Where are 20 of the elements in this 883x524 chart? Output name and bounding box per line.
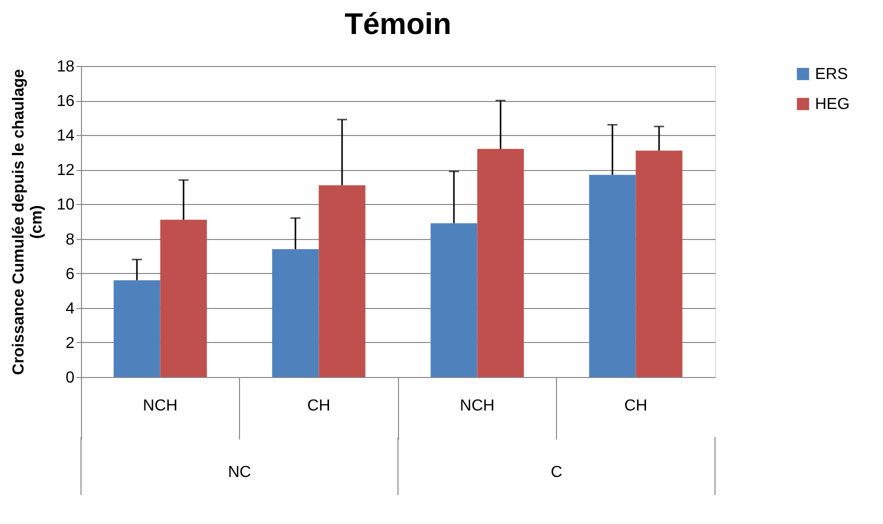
text: NC xyxy=(228,464,252,481)
y-tick-label: 18 xyxy=(56,58,75,76)
y-tick-label: 6 xyxy=(66,266,75,283)
text: C xyxy=(550,464,562,481)
y-tick-label: 14 xyxy=(56,128,75,145)
x-tick-label: NCH xyxy=(460,398,495,414)
x-tick-label: CH xyxy=(307,398,330,414)
y-tick-label: 16 xyxy=(56,93,75,110)
y-tick-label: 10 xyxy=(56,196,75,214)
x-tick-label: CH xyxy=(624,398,648,414)
y-tick-label: 8 xyxy=(66,231,75,248)
legend-label: HEG xyxy=(815,96,850,113)
y-tick-label: 2 xyxy=(66,334,75,352)
x-tick-label: NCH xyxy=(142,398,178,414)
y-tick-label: 12 xyxy=(56,162,75,180)
y-tick-label: 0 xyxy=(66,370,75,386)
legend-label: ERS xyxy=(815,66,848,83)
chart-title: Témoin xyxy=(344,8,452,41)
y-tick-label: 4 xyxy=(66,300,75,318)
y-axis-title: Croissance Cumulée depuis le chaulage (cm) xyxy=(10,68,46,375)
